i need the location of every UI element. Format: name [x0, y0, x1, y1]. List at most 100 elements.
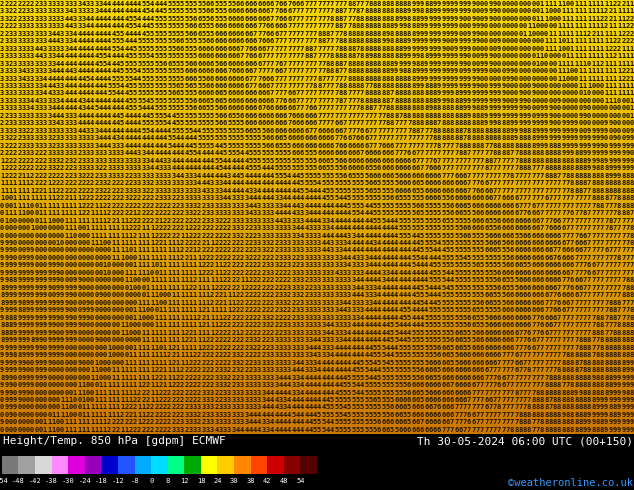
Text: 9: 9: [385, 38, 390, 44]
Text: 5: 5: [98, 53, 103, 59]
Text: 2: 2: [17, 135, 22, 141]
Text: 4: 4: [137, 121, 141, 126]
Text: 4: 4: [171, 150, 176, 156]
Text: 6: 6: [510, 233, 514, 239]
Text: 0: 0: [43, 382, 47, 388]
Text: 9: 9: [30, 322, 34, 328]
Text: 4: 4: [107, 46, 112, 51]
Text: 4: 4: [112, 68, 115, 74]
Text: 5: 5: [407, 307, 411, 313]
Text: 8: 8: [612, 404, 617, 411]
Text: 3: 3: [4, 68, 8, 74]
Text: 8: 8: [385, 46, 390, 51]
Text: 1: 1: [137, 263, 141, 269]
Text: 3: 3: [68, 150, 73, 156]
Text: 3: 3: [334, 285, 339, 291]
Text: 2: 2: [30, 180, 34, 186]
Text: 7: 7: [578, 263, 583, 269]
Text: 2: 2: [146, 404, 150, 411]
Text: 4: 4: [103, 128, 107, 134]
Text: 2: 2: [223, 270, 227, 276]
Text: 0: 0: [90, 300, 94, 306]
Text: 5: 5: [390, 374, 394, 381]
Text: 4: 4: [398, 330, 403, 336]
Text: 8: 8: [527, 135, 531, 141]
Text: 4: 4: [270, 172, 274, 179]
Text: 4: 4: [321, 210, 325, 216]
Text: 3: 3: [86, 1, 90, 7]
Text: 7: 7: [343, 121, 347, 126]
Text: 4: 4: [154, 135, 158, 141]
Text: 7: 7: [510, 180, 514, 186]
Text: 8: 8: [553, 374, 557, 381]
Text: -54: -54: [0, 478, 8, 484]
Text: 3: 3: [300, 285, 304, 291]
Text: 6: 6: [407, 188, 411, 194]
Text: 8: 8: [544, 158, 548, 164]
Text: 3: 3: [304, 352, 308, 358]
Text: 0: 0: [81, 352, 86, 358]
Text: 3: 3: [34, 8, 39, 14]
Text: 5: 5: [133, 23, 137, 29]
Text: 3: 3: [202, 390, 205, 395]
Text: 3: 3: [4, 98, 8, 104]
Text: 54: 54: [296, 478, 305, 484]
Text: 3: 3: [381, 270, 385, 276]
Text: 7: 7: [283, 91, 287, 97]
Text: 5: 5: [446, 210, 450, 216]
Text: 1: 1: [574, 38, 578, 44]
Text: 0: 0: [34, 202, 39, 209]
Text: 3: 3: [26, 83, 30, 89]
Text: 8: 8: [339, 8, 343, 14]
Text: 1: 1: [176, 367, 180, 373]
Text: 7: 7: [326, 121, 330, 126]
Text: 3: 3: [249, 374, 253, 381]
Text: 6: 6: [278, 121, 283, 126]
Text: 6: 6: [261, 75, 266, 81]
Text: 3: 3: [51, 98, 56, 104]
Text: 3: 3: [129, 188, 133, 194]
Text: 2: 2: [56, 180, 60, 186]
Text: 6: 6: [531, 263, 536, 269]
Text: 8: 8: [385, 53, 390, 59]
Text: 4: 4: [103, 98, 107, 104]
Text: 1: 1: [146, 337, 150, 343]
Text: 9: 9: [497, 38, 501, 44]
Text: 7: 7: [317, 23, 321, 29]
Text: 4: 4: [450, 270, 454, 276]
Bar: [101, 456, 118, 474]
Text: 5: 5: [360, 419, 364, 425]
Text: 6: 6: [253, 8, 257, 14]
Text: 6: 6: [351, 165, 356, 171]
Text: 1: 1: [608, 75, 612, 81]
Text: 0: 0: [77, 337, 81, 343]
Text: 1: 1: [180, 360, 184, 366]
Text: 6: 6: [219, 53, 223, 59]
Text: 5: 5: [373, 419, 377, 425]
Text: 3: 3: [219, 419, 223, 425]
Text: 3: 3: [330, 285, 334, 291]
Text: 5: 5: [403, 352, 407, 358]
Text: 6: 6: [432, 419, 437, 425]
Text: 6: 6: [432, 188, 437, 194]
Text: 0: 0: [561, 91, 566, 97]
Text: 8: 8: [626, 285, 630, 291]
Text: 7: 7: [604, 202, 608, 209]
Text: 2: 2: [270, 315, 274, 321]
Text: 0: 0: [527, 46, 531, 51]
Text: 2: 2: [223, 344, 227, 351]
Text: 7: 7: [493, 188, 497, 194]
Text: 0: 0: [47, 255, 51, 261]
Text: 8: 8: [377, 68, 381, 74]
Text: 0: 0: [68, 344, 73, 351]
Text: 2: 2: [133, 218, 137, 223]
Text: 4: 4: [356, 247, 360, 253]
Text: 3: 3: [39, 128, 43, 134]
Text: 9: 9: [30, 247, 34, 253]
Text: 6: 6: [484, 344, 488, 351]
Text: 6: 6: [236, 16, 240, 22]
Text: 8: 8: [621, 195, 625, 201]
Text: 4: 4: [73, 83, 77, 89]
Text: 1: 1: [124, 390, 129, 395]
Text: 6: 6: [441, 390, 446, 395]
